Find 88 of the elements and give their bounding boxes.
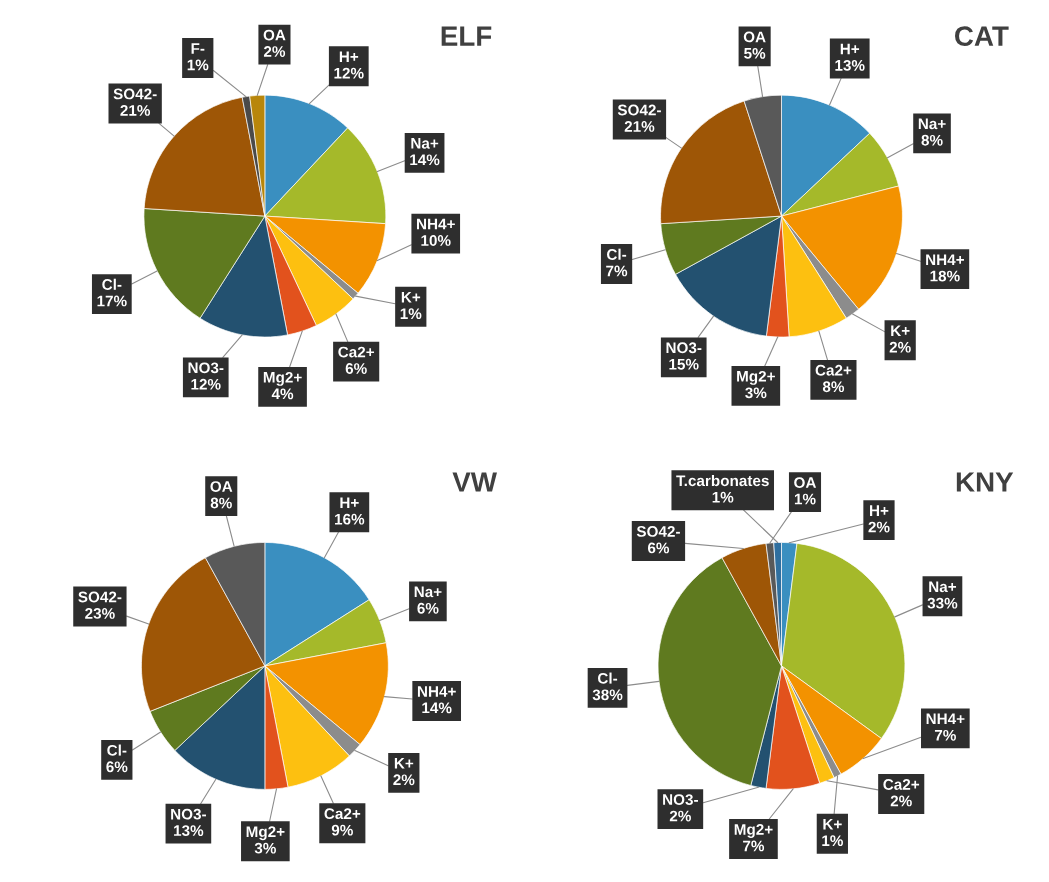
- data-label: 21%: [120, 105, 151, 116]
- slice-label: Mg2+: [263, 371, 302, 386]
- slice-label: NH4+: [417, 686, 456, 697]
- data-label: 12%: [191, 378, 221, 390]
- slice-label: Cl-: [102, 278, 122, 290]
- slice-label: K+: [823, 818, 842, 830]
- slice-label: Na+: [929, 581, 957, 593]
- slice-label: Mg2+: [734, 823, 773, 838]
- data-label: 6%: [647, 542, 670, 554]
- slice-label: NO3-: [171, 808, 207, 820]
- slice-label: Mg2+: [246, 826, 285, 841]
- data-label: 7%: [934, 729, 956, 741]
- data-label: 7%: [743, 840, 765, 852]
- slice-label: OA: [263, 29, 286, 41]
- data-label: 38%: [592, 689, 623, 701]
- slice-label: H+: [840, 43, 860, 55]
- data-label: 8%: [210, 497, 232, 509]
- data-label: 2%: [669, 810, 691, 822]
- data-label: 2%: [889, 341, 911, 353]
- slice-label: SO42-: [617, 104, 661, 116]
- data-label: 7%: [606, 265, 628, 277]
- slice-label: SO42-: [78, 591, 122, 603]
- data-label: 3%: [254, 842, 276, 854]
- slice-label: SO42-: [113, 88, 157, 100]
- slice-label: H+: [870, 505, 889, 516]
- data-label: 3%: [745, 387, 767, 399]
- data-label: 1%: [400, 308, 422, 320]
- slice-label: OA: [794, 477, 817, 489]
- data-label: 15%: [669, 358, 699, 370]
- data-label: 2%: [890, 795, 912, 807]
- slice-label: K+: [401, 291, 421, 303]
- slice-label: NO3-: [188, 362, 224, 374]
- slice-label: Cl-: [597, 672, 618, 684]
- data-label: 8%: [822, 381, 845, 393]
- data-label: 18%: [930, 270, 960, 282]
- data-label: 14%: [410, 154, 440, 166]
- slice-label: Ca2+: [815, 364, 852, 376]
- slice-label: K+: [394, 758, 414, 769]
- data-label: 10%: [421, 235, 451, 246]
- data-label: 2%: [393, 774, 415, 786]
- slice-label: K+: [891, 325, 910, 336]
- slice-label: NH4+: [926, 713, 965, 725]
- chart-title: VW: [452, 472, 497, 492]
- slice-label: Cl-: [107, 744, 127, 756]
- data-label: 1%: [794, 493, 816, 505]
- data-label: 1%: [822, 835, 843, 847]
- slice-label: Mg2+: [737, 370, 775, 385]
- data-label: 9%: [331, 824, 353, 836]
- slice-label: T.carbonates: [676, 474, 769, 487]
- data-label: 6%: [417, 602, 439, 614]
- data-label: 4%: [271, 388, 294, 400]
- slice-label: Na+: [918, 118, 946, 130]
- data-label: 13%: [174, 825, 204, 837]
- data-label: 16%: [335, 513, 365, 525]
- slice-label: OA: [743, 31, 766, 43]
- slice-label: Na+: [411, 138, 439, 149]
- slice-label: Ca2+: [324, 808, 361, 820]
- data-label: 6%: [345, 363, 367, 374]
- slice-label: OA: [210, 481, 233, 492]
- chart-title: CAT: [955, 26, 1009, 46]
- slice-label: F-: [191, 43, 205, 54]
- slice-label: Ca2+: [883, 779, 920, 790]
- data-label: 6%: [106, 761, 128, 773]
- data-label: 14%: [422, 702, 452, 714]
- data-label: 23%: [85, 608, 115, 619]
- slice-label: Cl-: [607, 248, 627, 260]
- data-label: 1%: [712, 491, 734, 503]
- data-label: 5%: [744, 47, 766, 59]
- chart-title: ELF: [441, 26, 492, 46]
- data-label: 33%: [927, 597, 958, 609]
- slice-label: H+: [339, 51, 359, 62]
- slice-label: NH4+: [926, 254, 964, 265]
- data-label: 8%: [921, 134, 943, 146]
- slice-label: NH4+: [417, 218, 455, 230]
- data-label: 13%: [835, 59, 865, 71]
- slice-label: NO3-: [666, 342, 702, 354]
- chart-title: KNY: [956, 472, 1014, 492]
- data-label: 17%: [97, 295, 127, 307]
- data-label: 2%: [263, 46, 286, 57]
- slice-label: Na+: [414, 586, 442, 598]
- data-label: 21%: [624, 121, 655, 132]
- data-label: 12%: [334, 67, 364, 79]
- slice-label: SO42-: [636, 526, 680, 537]
- slice-label: Ca2+: [338, 346, 375, 358]
- slice-label: H+: [340, 497, 359, 508]
- slice-label: NO3-: [663, 794, 698, 806]
- data-label: 1%: [187, 59, 209, 71]
- data-label: 2%: [868, 521, 890, 533]
